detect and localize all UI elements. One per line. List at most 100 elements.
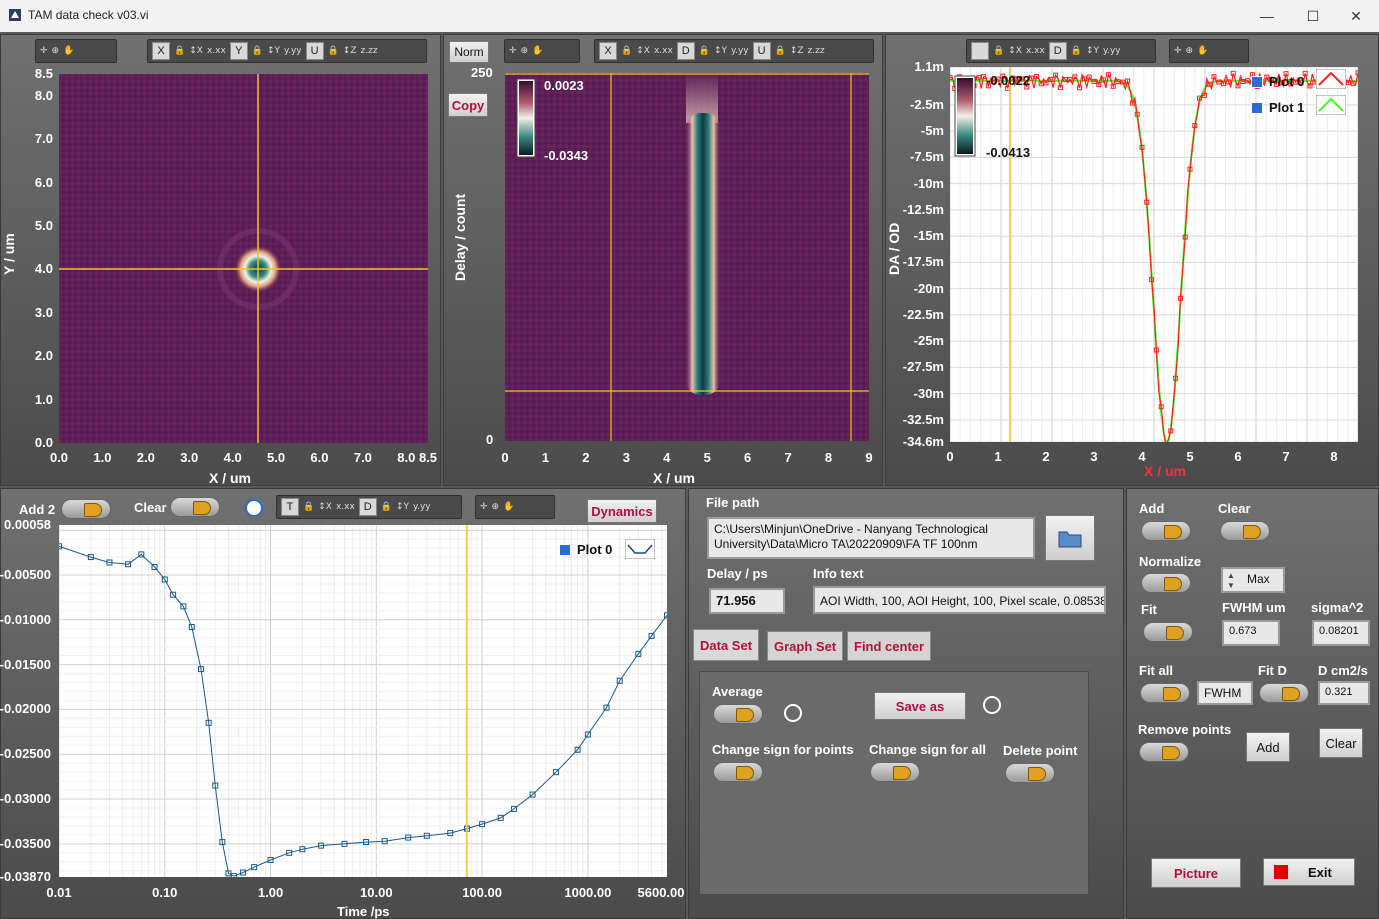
profile-plot[interactable]: [950, 67, 1358, 442]
kymo-plot[interactable]: [505, 73, 869, 441]
maximize-button[interactable]: ☐: [1306, 7, 1320, 24]
lock-icon[interactable]: 🔒: [698, 46, 710, 56]
lock-icon[interactable]: 🔒: [327, 46, 339, 56]
lock-icon[interactable]: 🔒: [174, 46, 186, 56]
fit-toggle[interactable]: [1143, 622, 1193, 642]
clear-toggle[interactable]: [170, 497, 220, 517]
tab-data-set[interactable]: Data Set: [693, 629, 760, 661]
cursor-move-icon[interactable]: ✛: [1174, 46, 1182, 56]
kymo-axes-toolbar[interactable]: X 🔒 ↕X x.xx D 🔒 ↕Y y.yy U 🔒 ↕Z z.zz: [594, 39, 874, 63]
cursor-radio[interactable]: [245, 499, 263, 517]
autoscale-z-icon[interactable]: ↕Z: [789, 46, 804, 56]
cursor-move-icon[interactable]: ✛: [509, 46, 517, 56]
fit-d-toggle[interactable]: [1259, 683, 1309, 703]
dyn-plot0-style-icon[interactable]: [625, 539, 655, 559]
profile-axes-toolbar[interactable]: 🔒 ↕X x.xx D 🔒 ↕Y y.yy: [966, 39, 1156, 63]
u-axis-box[interactable]: U: [752, 42, 771, 60]
pan-hand-icon[interactable]: ✋: [532, 46, 544, 56]
format-y-icon[interactable]: y.yy: [284, 46, 302, 56]
profile-legend-item-0[interactable]: Plot 0: [1251, 73, 1304, 91]
clear-toggle[interactable]: [1220, 521, 1270, 541]
tab-find-center[interactable]: Find center: [847, 631, 932, 661]
format-x-icon[interactable]: x.xx: [653, 46, 673, 56]
d-axis-box[interactable]: D: [676, 42, 695, 60]
lock-icon[interactable]: 🔒: [380, 502, 392, 512]
delete-point-toggle[interactable]: [1005, 763, 1055, 783]
plot1-checkbox[interactable]: [1251, 101, 1263, 114]
save-as-button[interactable]: Save as: [874, 692, 966, 720]
image-zoom-toolbar[interactable]: ✛ ⊕ ✋: [35, 39, 117, 63]
lock-icon[interactable]: 🔒: [774, 46, 786, 56]
info-text-field[interactable]: AOI Width, 100, AOI Height, 100, Pixel s…: [813, 586, 1106, 614]
x-axis-box[interactable]: [971, 42, 989, 60]
plot1-style-icon[interactable]: [1316, 95, 1346, 115]
cursor-move-icon[interactable]: ✛: [40, 46, 48, 56]
exit-button[interactable]: Exit: [1263, 858, 1355, 886]
image-plot[interactable]: [59, 74, 428, 443]
remove-points-toggle[interactable]: [1139, 742, 1189, 762]
clear-points-button[interactable]: Clear: [1319, 728, 1363, 758]
picture-button[interactable]: Picture: [1151, 858, 1241, 888]
zoom-icon[interactable]: ⊕: [491, 502, 500, 512]
change-sign-points-toggle[interactable]: [713, 762, 763, 782]
d-field[interactable]: 0.321: [1318, 681, 1370, 705]
format-x-icon[interactable]: x.xx: [335, 502, 355, 512]
pan-hand-icon[interactable]: ✋: [63, 46, 75, 56]
lock-icon[interactable]: 🔒: [251, 46, 263, 56]
dyn-plot0-checkbox[interactable]: [559, 543, 571, 556]
t-axis-box[interactable]: T: [281, 498, 299, 516]
fwhm-field[interactable]: 0.673: [1222, 620, 1280, 646]
zoom-icon[interactable]: ⊕: [1185, 46, 1194, 56]
lock-icon[interactable]: 🔒: [1070, 46, 1082, 56]
kymo-zoom-toolbar[interactable]: ✛ ⊕ ✋: [504, 39, 580, 63]
u-axis-box[interactable]: U: [305, 42, 324, 60]
sigma-field[interactable]: 0.08201: [1312, 620, 1370, 646]
autoscale-z-icon[interactable]: ↕Z: [342, 46, 357, 56]
fit-all-mode-field[interactable]: FWHM: [1197, 681, 1253, 705]
dyn-legend-item-0[interactable]: Plot 0: [559, 541, 612, 559]
autoscale-x-icon[interactable]: ↕X: [318, 502, 332, 512]
change-sign-all-toggle[interactable]: [870, 762, 920, 782]
zoom-icon[interactable]: ⊕: [520, 46, 529, 56]
x-axis-box[interactable]: X: [152, 42, 170, 60]
x-axis-box[interactable]: X: [599, 42, 617, 60]
dynamics-button[interactable]: Dynamics: [587, 499, 657, 523]
close-button[interactable]: ✕: [1350, 7, 1362, 24]
dyn-axes-toolbar[interactable]: T 🔒 ↕X x.xx D 🔒 ↕Y y.yy: [276, 495, 462, 519]
autoscale-y-icon[interactable]: ↕Y: [714, 46, 728, 56]
minimize-button[interactable]: —: [1260, 8, 1274, 24]
average-toggle[interactable]: [713, 704, 763, 724]
format-x-icon[interactable]: x.xx: [206, 46, 226, 56]
plot0-style-icon[interactable]: [1316, 69, 1346, 89]
profile-zoom-toolbar[interactable]: ✛ ⊕ ✋: [1169, 39, 1249, 63]
autoscale-x-icon[interactable]: ↕X: [636, 46, 650, 56]
tab-graph-set[interactable]: Graph Set: [767, 631, 844, 661]
delay-field[interactable]: 71.956: [709, 588, 785, 614]
lock-icon[interactable]: 🔒: [993, 46, 1005, 56]
format-y-icon[interactable]: y.yy: [731, 46, 749, 56]
normalize-toggle[interactable]: [1141, 573, 1191, 593]
plot0-checkbox[interactable]: [1251, 75, 1263, 88]
profile-legend-item-1[interactable]: Plot 1: [1251, 99, 1304, 117]
norm-button[interactable]: Norm: [449, 41, 489, 63]
spinner-icon[interactable]: ▲ ▼: [1227, 571, 1235, 590]
autoscale-y-icon[interactable]: ↕Y: [267, 46, 281, 56]
file-path-field[interactable]: C:\Users\Minjun\OneDrive - Nanyang Techn…: [707, 517, 1035, 559]
autoscale-y-icon[interactable]: ↕Y: [1086, 46, 1100, 56]
d-axis-box[interactable]: D: [358, 498, 377, 516]
autoscale-y-icon[interactable]: ↕Y: [396, 502, 410, 512]
format-x-icon[interactable]: x.xx: [1025, 46, 1045, 56]
autoscale-x-icon[interactable]: ↕X: [1008, 46, 1022, 56]
zoom-icon[interactable]: ⊕: [51, 46, 60, 56]
lock-icon[interactable]: 🔒: [621, 46, 633, 56]
add-points-button[interactable]: Add: [1246, 732, 1290, 762]
format-y-icon[interactable]: y.yy: [1103, 46, 1121, 56]
d-axis-box[interactable]: D: [1048, 42, 1067, 60]
add2-toggle[interactable]: [61, 499, 111, 519]
dynamics-chart[interactable]: [59, 525, 667, 877]
add-toggle[interactable]: [1141, 521, 1191, 541]
average-radio[interactable]: [784, 704, 802, 722]
fit-all-toggle[interactable]: [1140, 683, 1190, 703]
pan-hand-icon[interactable]: ✋: [503, 502, 515, 512]
save-radio[interactable]: [983, 696, 1001, 714]
